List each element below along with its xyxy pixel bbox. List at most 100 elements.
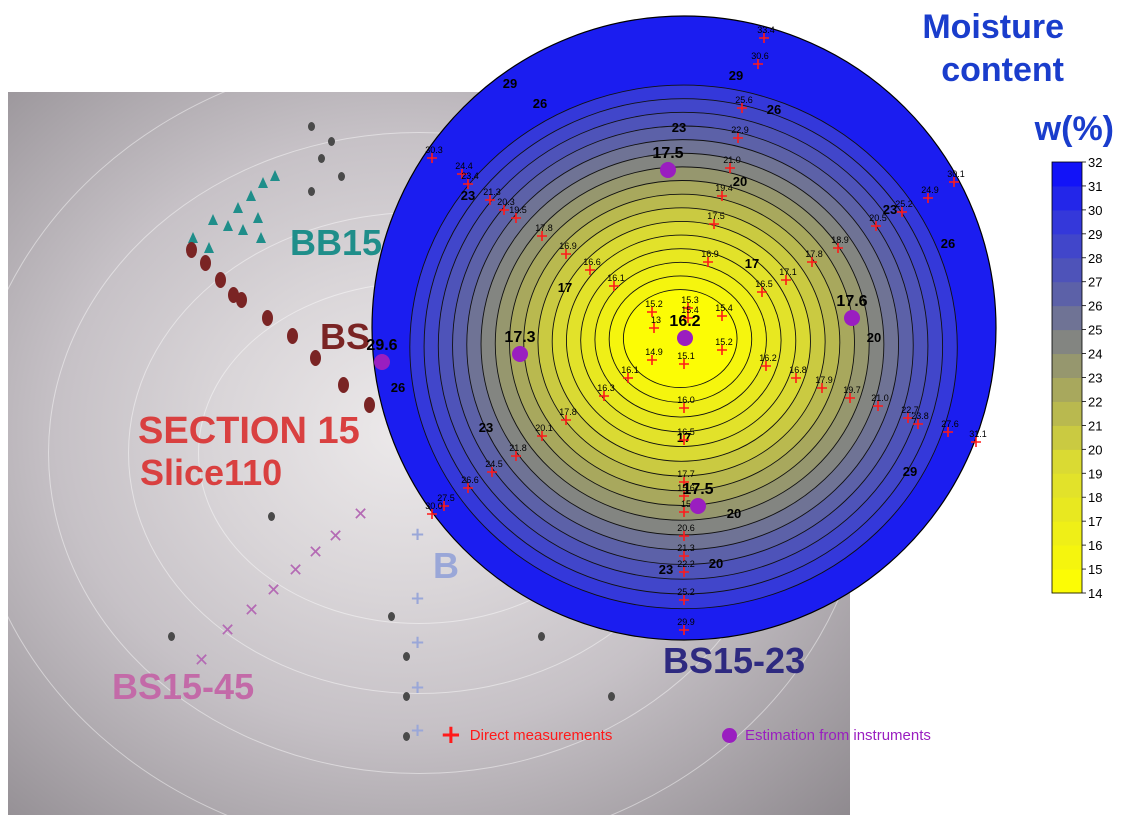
bs-marker (364, 397, 375, 413)
bb-marker (238, 224, 248, 235)
bs45-marker: ✕ (353, 504, 369, 525)
direct-measurement-label: 22.9 (731, 125, 749, 135)
direct-measurement-point (679, 435, 689, 445)
bs45-marker: ✕ (220, 620, 236, 641)
contour-label: 26 (941, 236, 955, 251)
direct-measurement-point (427, 509, 437, 519)
direct-measurement-label: 29.9 (677, 617, 695, 627)
title-line-1: Moisture (922, 8, 1064, 46)
direct-measurement-point (781, 275, 791, 285)
bb-marker (208, 214, 218, 225)
direct-measurement-point (679, 567, 689, 577)
title-line-2: content (941, 51, 1064, 89)
direct-measurement-point (679, 625, 689, 635)
instrument-estimate-point (677, 330, 693, 346)
direct-measurement-point (511, 451, 521, 461)
direct-measurement-label: 15.2 (715, 337, 733, 347)
instrument-estimate-label: 29.6 (366, 337, 397, 354)
drill-hole (403, 732, 410, 741)
b-marker: + (410, 677, 426, 698)
bb-marker (188, 232, 198, 243)
drill-hole (318, 154, 325, 163)
direct-measurement-point (679, 359, 689, 369)
purple-dot-icon (722, 728, 737, 743)
direct-measurement-point (871, 221, 881, 231)
colorbar-cell (1052, 401, 1082, 426)
direct-measurement-label: 14.9 (645, 347, 663, 357)
bb-marker (223, 220, 233, 231)
colorbar-cell (1052, 569, 1082, 594)
drill-hole (328, 137, 335, 146)
contour-label: 23 (461, 188, 475, 203)
colorbar-tick-label: 18 (1088, 490, 1102, 505)
direct-measurement-label: 19.7 (843, 385, 861, 395)
colorbar-cell (1052, 257, 1082, 283)
legend-estimation: Estimation from instruments (722, 727, 931, 744)
instrument-estimate-label: 17.6 (836, 293, 867, 310)
direct-measurement-label: 23.4 (461, 171, 479, 181)
bb-marker (204, 242, 214, 253)
direct-measurement-label: 15.4 (681, 305, 699, 315)
bs-marker (236, 292, 247, 308)
direct-measurement-point (679, 595, 689, 605)
b-marker: + (410, 588, 426, 609)
bs45-marker: ✕ (308, 542, 324, 563)
red-plus-icon: + (440, 720, 462, 750)
colorbar-tick-label: 27 (1088, 275, 1102, 290)
colorbar-tick-label: 25 (1088, 323, 1102, 338)
contour-label: 29 (729, 68, 743, 83)
direct-measurement-label: 15.2 (645, 299, 663, 309)
direct-measurement-point (913, 419, 923, 429)
direct-measurement-point (679, 507, 689, 517)
direct-measurement-point (463, 179, 473, 189)
direct-measurement-point (757, 287, 767, 297)
contour-label: 20 (727, 506, 741, 521)
colorbar-cell (1052, 497, 1082, 522)
direct-measurement-label: 17.5 (707, 211, 725, 221)
bs45-marker: ✕ (244, 600, 260, 621)
direct-measurement-label: 30.1 (947, 169, 965, 179)
drill-hole (308, 122, 315, 131)
contour-label: 17 (745, 256, 759, 271)
instrument-estimate-label: 17.5 (682, 481, 713, 498)
direct-measurement-point (761, 361, 771, 371)
drill-hole (403, 692, 410, 701)
colorbar-cell (1052, 329, 1082, 355)
direct-measurement-point (463, 483, 473, 493)
legend-direct-label: Direct measurements (469, 726, 613, 744)
direct-measurement-point (585, 265, 595, 275)
direct-measurement-point (599, 391, 609, 401)
drill-hole (538, 632, 545, 641)
contour-label: 17 (558, 280, 572, 295)
colorbar-tick-label: 23 (1088, 371, 1102, 386)
direct-measurement-label: 15.6 (677, 483, 695, 493)
direct-measurement-point (923, 193, 933, 203)
direct-measurement-point (649, 323, 659, 333)
colorbar-cell (1052, 305, 1082, 331)
direct-measurement-label: 25.2 (677, 587, 695, 597)
direct-measurement-label: 25.2 (895, 199, 913, 209)
direct-measurement-point (845, 393, 855, 403)
direct-measurement-point (561, 415, 571, 425)
direct-measurement-label: 15.3 (681, 295, 699, 305)
bs45-marker: ✕ (288, 560, 304, 581)
colorbar-cell (1052, 162, 1082, 187)
bs-marker (200, 255, 211, 271)
direct-measurement-label: 20.3 (497, 197, 515, 207)
colorbar-cell (1052, 281, 1082, 307)
drill-hole (308, 187, 315, 196)
b-label: B (433, 545, 459, 586)
contour-label: 23 (659, 562, 673, 577)
bb-marker (270, 170, 280, 181)
direct-measurement-label: 24.4 (455, 161, 473, 171)
bs15-45-label: BS15-45 (112, 666, 255, 707)
direct-measurement-label: 23.8 (911, 411, 929, 421)
direct-measurement-label: 15.1 (677, 351, 695, 361)
direct-measurement-point (683, 313, 693, 323)
colorbar-tick-label: 32 (1088, 155, 1102, 170)
colorbar-tick-label: 24 (1088, 347, 1102, 362)
direct-measurement-label: 20.6 (677, 523, 695, 533)
bb-marker (258, 177, 268, 188)
colorbar-tick-label: 14 (1088, 586, 1102, 601)
